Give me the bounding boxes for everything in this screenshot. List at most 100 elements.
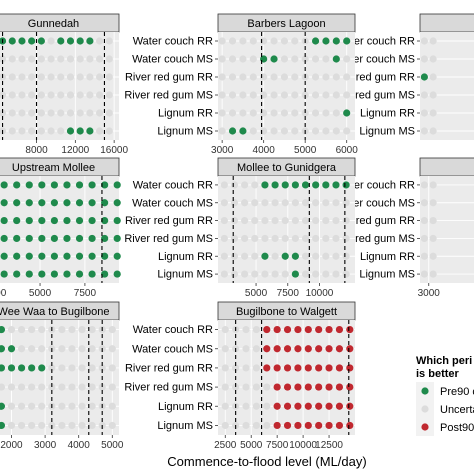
data-point xyxy=(420,55,428,63)
data-point xyxy=(88,421,96,430)
data-point xyxy=(283,345,292,353)
data-point xyxy=(57,73,65,81)
data-point xyxy=(420,199,428,207)
data-point xyxy=(17,421,26,430)
data-point xyxy=(281,270,289,278)
data-point xyxy=(57,55,65,63)
data-point xyxy=(220,252,228,260)
data-point xyxy=(108,364,116,372)
data-point xyxy=(63,216,71,225)
panel-background xyxy=(0,32,119,140)
data-point xyxy=(273,402,281,410)
data-point xyxy=(332,199,340,207)
data-point xyxy=(48,364,56,372)
data-point xyxy=(28,402,36,410)
data-point xyxy=(7,345,16,353)
data-point xyxy=(13,181,21,189)
data-point xyxy=(8,55,16,63)
y-tick-label: Lignum MS xyxy=(157,420,213,432)
data-point xyxy=(312,216,320,225)
legend-swatch-pre xyxy=(421,387,429,395)
data-point xyxy=(271,270,279,278)
facet-title: Wee Waa to Bugilbone xyxy=(0,306,109,318)
data-point xyxy=(291,234,299,243)
data-point xyxy=(108,345,116,353)
data-point xyxy=(218,127,226,135)
data-point xyxy=(322,109,330,117)
data-point xyxy=(343,55,351,63)
x-tick-label: 7500 xyxy=(277,288,300,299)
data-point xyxy=(105,55,113,63)
data-point xyxy=(0,270,8,278)
data-point xyxy=(221,383,229,391)
data-point xyxy=(241,252,249,260)
data-point xyxy=(95,91,104,99)
data-point xyxy=(332,91,340,99)
data-point xyxy=(0,181,8,189)
data-point xyxy=(263,345,271,353)
data-point xyxy=(221,345,229,353)
data-point xyxy=(241,181,249,189)
x-tick-label: 12000 xyxy=(61,145,89,156)
data-point xyxy=(28,325,36,334)
data-point xyxy=(66,91,75,99)
data-point xyxy=(311,109,320,117)
data-point xyxy=(218,73,226,81)
data-point xyxy=(57,91,65,99)
data-point xyxy=(228,91,237,99)
x-axis-label: Commence-to-flood level (ML/day) xyxy=(167,454,366,469)
data-point xyxy=(18,55,26,63)
data-point xyxy=(311,127,320,135)
y-tick-label: River red gum RR xyxy=(125,72,213,84)
data-point xyxy=(221,364,229,372)
data-point xyxy=(335,402,344,410)
y-tick-label: River red gum MS xyxy=(124,382,213,394)
x-tick-label: 2500 xyxy=(0,288,7,299)
y-tick-label: Lignum RR xyxy=(158,401,213,413)
data-point xyxy=(294,402,302,410)
data-point xyxy=(420,234,428,243)
data-point xyxy=(312,270,320,278)
data-point xyxy=(291,181,299,189)
x-tick-label: 10000 xyxy=(289,440,317,451)
data-point xyxy=(263,325,271,334)
data-point xyxy=(228,55,237,63)
data-point xyxy=(28,91,36,99)
data-point xyxy=(228,37,237,45)
data-point xyxy=(18,73,26,81)
data-point xyxy=(273,364,281,372)
data-point xyxy=(322,91,330,99)
data-point xyxy=(38,199,46,207)
data-point xyxy=(335,345,344,353)
data-point xyxy=(0,199,8,207)
data-point xyxy=(220,234,228,243)
data-point xyxy=(346,383,354,391)
facet-panel: Mollee to Gunidgera 5000 7500 10000 Water co… xyxy=(124,157,356,299)
data-point xyxy=(429,216,437,225)
data-point xyxy=(0,216,8,225)
y-tick-label: Lignum RR xyxy=(360,251,415,263)
data-point xyxy=(429,127,437,135)
data-point xyxy=(50,252,58,260)
data-point xyxy=(0,252,8,260)
data-point xyxy=(105,91,113,99)
data-point xyxy=(28,421,36,430)
data-point xyxy=(25,234,33,243)
data-point xyxy=(113,270,121,278)
data-point xyxy=(0,402,6,410)
data-point xyxy=(346,364,354,372)
y-tick-label: Lignum MS xyxy=(359,126,415,138)
data-point xyxy=(28,127,36,135)
data-point xyxy=(25,270,33,278)
data-point xyxy=(291,199,299,207)
data-point xyxy=(270,73,278,81)
data-point xyxy=(322,181,330,189)
data-point xyxy=(281,181,289,189)
data-point xyxy=(301,216,310,225)
data-point xyxy=(58,402,66,410)
data-point xyxy=(221,421,229,430)
data-point xyxy=(294,383,302,391)
data-point xyxy=(242,383,250,391)
data-point xyxy=(13,234,21,243)
